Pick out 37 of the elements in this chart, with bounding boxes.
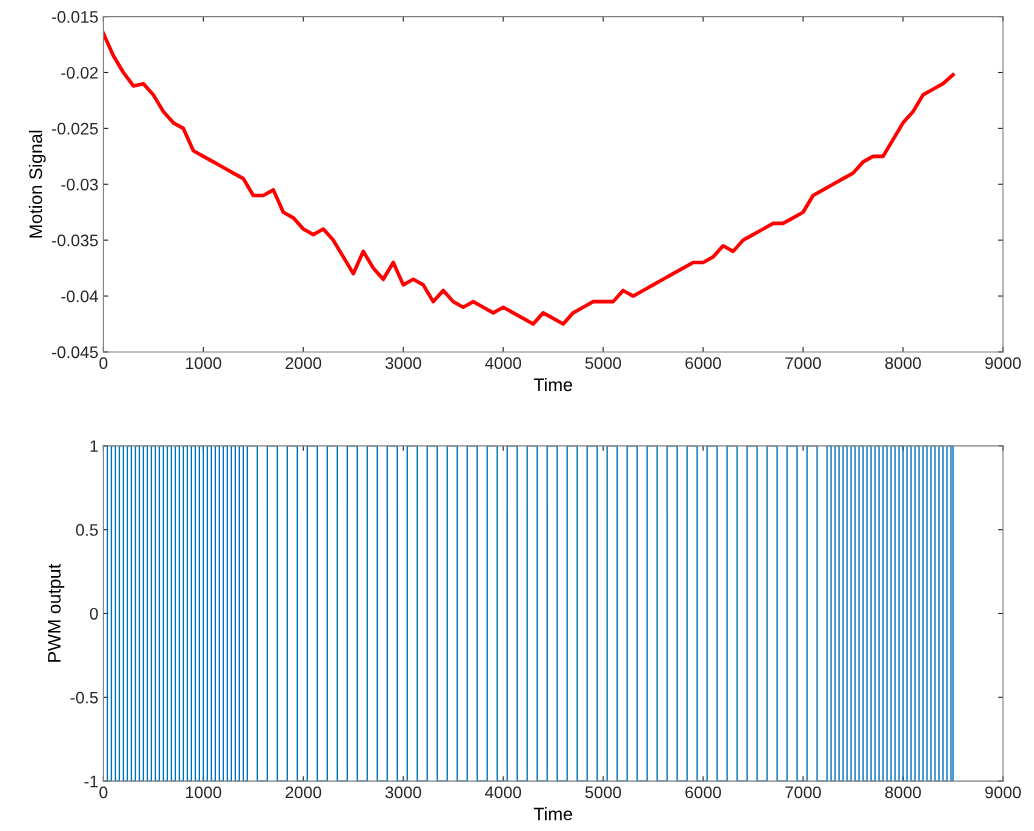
y-tick-label: -0.03: [61, 178, 98, 191]
x-tick-label: 4000: [485, 786, 522, 799]
x-tick-label: 0: [99, 357, 108, 370]
y-axis-title: PWM output: [48, 563, 65, 662]
y-tick-label: 0.5: [76, 524, 98, 536]
x-tick-label: 8000: [885, 357, 921, 370]
y-tick-label: -1: [84, 775, 98, 788]
x-tick-label: 1000: [186, 786, 222, 799]
x-tick-label: 6000: [685, 357, 722, 370]
y-axis-title: Motion Signal: [28, 130, 46, 238]
x-tick-label: 2000: [285, 786, 322, 799]
x-tick-label: 9000: [985, 357, 1021, 370]
x-axis-title: Time: [533, 377, 573, 392]
y-tick-label: -0.5: [70, 691, 98, 704]
x-tick-label: 0: [99, 786, 108, 799]
x-tick-label: 2000: [285, 357, 322, 370]
x-tick-label: 1000: [186, 357, 222, 370]
y-tick-label: -0.035: [52, 234, 98, 247]
line-series: [103, 31, 955, 326]
y-tick-label: -0.02: [61, 66, 98, 79]
y-tick-label: 0: [89, 607, 98, 620]
x-axis-title: Time: [533, 807, 573, 821]
x-tick-label: 3000: [385, 357, 422, 370]
x-tick-label: 9000: [985, 786, 1021, 799]
x-tick-label: 8000: [885, 786, 921, 799]
y-tick-label: -0.045: [52, 346, 98, 359]
x-tick-label: 5000: [585, 357, 622, 370]
y-tick-label: -0.04: [61, 290, 99, 303]
x-tick-label: 7000: [785, 357, 821, 370]
x-tick-label: 4000: [485, 357, 522, 370]
y-tick-label: 1: [90, 440, 98, 452]
x-tick-label: 5000: [585, 786, 622, 799]
x-tick-label: 7000: [785, 786, 821, 799]
y-tick-label: -0.025: [52, 122, 98, 135]
x-tick-label: 6000: [685, 786, 722, 799]
x-tick-label: 3000: [385, 786, 422, 799]
y-tick-label: -0.015: [52, 11, 98, 23]
